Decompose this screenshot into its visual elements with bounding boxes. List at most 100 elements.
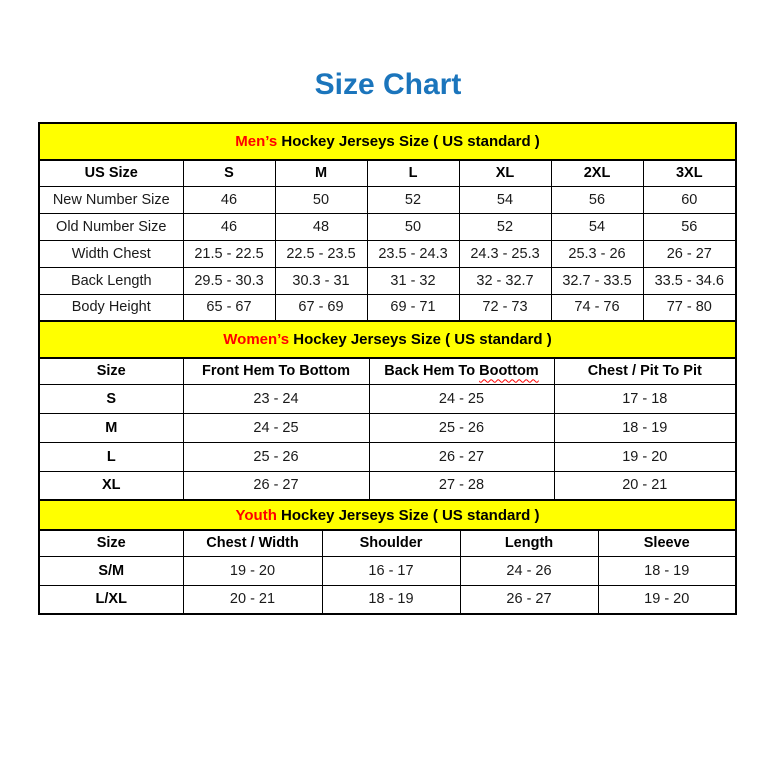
column-header-cell: 2XL xyxy=(550,159,644,187)
column-header-cell: XL xyxy=(458,159,552,187)
value-cell: 32.7 - 33.5 xyxy=(550,266,644,295)
column-header-cell: M xyxy=(274,159,368,187)
section-band-text: Hockey Jerseys Size ( US standard ) xyxy=(277,133,540,150)
value-cell: 60 xyxy=(642,185,737,214)
table-row: L 25 - 26 26 - 27 19 - 20 xyxy=(38,441,737,472)
column-header-cell: Chest / Width xyxy=(182,529,323,557)
table-row: M 24 - 25 25 - 26 18 - 19 xyxy=(38,412,737,443)
size-chart: Men’s Hockey Jerseys Size ( US standard … xyxy=(37,122,738,615)
value-cell: 50 xyxy=(274,185,368,214)
value-cell: 48 xyxy=(274,212,368,241)
size-chart-page: Size Chart Men’s Hockey Jerseys Size ( U… xyxy=(0,68,776,760)
value-cell: 50 xyxy=(366,212,460,241)
section-band-accent-word: Women’s xyxy=(223,331,290,348)
row-label-cell: S xyxy=(38,383,184,414)
column-header-cell: S xyxy=(182,159,276,187)
column-header-cell: Size xyxy=(38,357,184,385)
value-cell: 69 - 71 xyxy=(366,293,460,322)
value-cell: 77 - 80 xyxy=(642,293,737,322)
value-cell: 26 - 27 xyxy=(368,441,555,472)
womens-section-band: Women’s Hockey Jerseys Size ( US standar… xyxy=(37,320,738,359)
section-band-text: Hockey Jerseys Size ( US standard ) xyxy=(289,331,552,348)
value-cell: 52 xyxy=(458,212,552,241)
section-band-text: Hockey Jerseys Size ( US standard ) xyxy=(276,506,540,524)
value-cell: 24 - 25 xyxy=(182,412,370,443)
value-cell: 72 - 73 xyxy=(458,293,552,322)
table-row: XL 26 - 27 27 - 28 20 - 21 xyxy=(38,470,737,501)
value-cell: 25 - 26 xyxy=(182,441,370,472)
value-cell: 18 - 19 xyxy=(597,555,737,586)
row-label-cell: L xyxy=(38,441,184,472)
column-header-cell: Length xyxy=(459,529,599,557)
column-header-cell: US Size xyxy=(38,159,184,187)
column-header-cell: Front Hem To Bottom xyxy=(182,357,370,385)
value-cell: 18 - 19 xyxy=(321,584,461,615)
value-cell: 24 - 26 xyxy=(459,555,599,586)
value-cell: 20 - 21 xyxy=(182,584,323,615)
table-row: Width Chest 21.5 - 22.5 22.5 - 23.5 23.5 - … xyxy=(38,239,737,268)
value-cell: 33.5 - 34.6 xyxy=(642,266,737,295)
value-cell: 26 - 27 xyxy=(642,239,737,268)
value-cell: 25.3 - 26 xyxy=(550,239,644,268)
row-label-cell: Width Chest xyxy=(38,239,184,268)
table-row: Body Height 65 - 67 67 - 69 69 - 71 72 - 73 7… xyxy=(38,293,737,322)
row-label-cell: XL xyxy=(38,470,184,501)
youth-section-band: Youth Hockey Jerseys Size ( US standard … xyxy=(38,499,737,531)
table-row: Back Length 29.5 - 30.3 30.3 - 31 31 - 32 32… xyxy=(38,266,737,295)
value-cell: 46 xyxy=(182,212,276,241)
value-cell: 54 xyxy=(458,185,552,214)
value-cell: 21.5 - 22.5 xyxy=(182,239,276,268)
value-cell: 67 - 69 xyxy=(274,293,368,322)
row-label-cell: Old Number Size xyxy=(38,212,184,241)
value-cell: 26 - 27 xyxy=(459,584,599,615)
value-cell: 56 xyxy=(642,212,737,241)
value-cell: 20 - 21 xyxy=(553,470,737,501)
column-header-cell: Chest / Pit To Pit xyxy=(553,357,737,385)
column-header-cell: L xyxy=(366,159,460,187)
value-cell: 54 xyxy=(550,212,644,241)
value-cell: 74 - 76 xyxy=(550,293,644,322)
column-header-cell: Sleeve xyxy=(597,529,737,557)
womens-size-table: Women’s Hockey Jerseys Size ( US standar… xyxy=(37,320,738,501)
column-header-cell: Back Hem To Boottom xyxy=(368,357,555,385)
row-label-cell: S/M xyxy=(38,555,184,586)
value-cell: 25 - 26 xyxy=(368,412,555,443)
value-cell: 19 - 20 xyxy=(597,584,737,615)
row-label-cell: L/XL xyxy=(38,584,184,615)
table-row: S 23 - 24 24 - 25 17 - 18 xyxy=(38,383,737,414)
column-header-cell: Shoulder xyxy=(321,529,461,557)
value-cell: 23.5 - 24.3 xyxy=(366,239,460,268)
page-title: Size Chart xyxy=(314,68,462,101)
value-cell: 46 xyxy=(182,185,276,214)
table-row: New Number Size 46 50 52 54 56 60 xyxy=(38,185,737,214)
value-cell: 26 - 27 xyxy=(182,470,370,501)
value-cell: 16 - 17 xyxy=(321,555,461,586)
value-cell: 24 - 25 xyxy=(368,383,555,414)
value-cell: 22.5 - 23.5 xyxy=(274,239,368,268)
value-cell: 27 - 28 xyxy=(368,470,555,501)
column-header-cell: 3XL xyxy=(642,159,737,187)
table-row: S/M 19 - 20 16 - 17 24 - 26 18 - 19 xyxy=(38,555,737,586)
section-band-accent-word: Youth xyxy=(235,506,277,524)
row-label-cell: M xyxy=(38,412,184,443)
value-cell: 30.3 - 31 xyxy=(274,266,368,295)
mens-section-band: Men’s Hockey Jerseys Size ( US standard … xyxy=(37,122,738,161)
value-cell: 18 - 19 xyxy=(553,412,737,443)
value-cell: 65 - 67 xyxy=(182,293,276,322)
value-cell: 56 xyxy=(550,185,644,214)
value-cell: 19 - 20 xyxy=(553,441,737,472)
value-cell: 52 xyxy=(366,185,460,214)
table-row: Old Number Size 46 48 50 52 54 56 xyxy=(38,212,737,241)
value-cell: 17 - 18 xyxy=(553,383,737,414)
section-band-accent-word: Men’s xyxy=(235,133,278,150)
value-cell: 31 - 32 xyxy=(366,266,460,295)
youth-size-table: Youth Hockey Jerseys Size ( US standard … xyxy=(38,499,737,615)
row-label-cell: Back Length xyxy=(38,266,184,295)
mens-size-table: Men’s Hockey Jerseys Size ( US standard … xyxy=(37,122,738,322)
column-header-cell: Size xyxy=(38,529,184,557)
row-label-cell: New Number Size xyxy=(38,185,184,214)
misspelled-word: Boottom xyxy=(479,363,539,380)
row-label-cell: Body Height xyxy=(38,293,184,322)
value-cell: 23 - 24 xyxy=(182,383,370,414)
value-cell: 32 - 32.7 xyxy=(458,266,552,295)
